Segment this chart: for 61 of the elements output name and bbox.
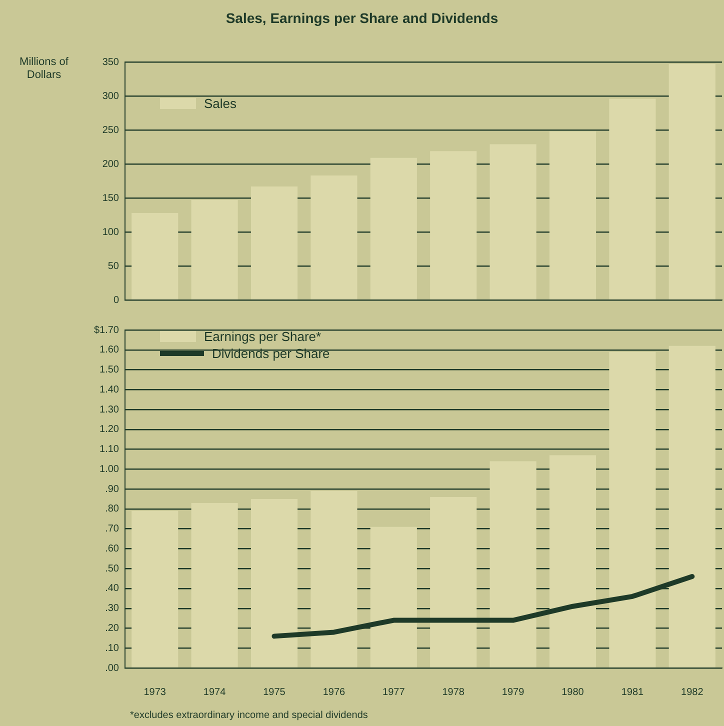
bar [490, 144, 536, 300]
bar [549, 455, 596, 668]
y-tick-label: .80 [105, 504, 120, 515]
y-tick-label: .50 [105, 563, 120, 574]
bar [191, 200, 238, 300]
text: *excludes extraordinary income and special dividends [130, 710, 368, 721]
y-tick-label: .40 [105, 583, 120, 594]
bar [191, 502, 238, 668]
y-tick-label: 0 [113, 294, 120, 306]
y-tick-label: 1.00 [100, 464, 120, 475]
x-tick-label: 1980 [562, 686, 584, 698]
bar [370, 158, 417, 300]
bar [430, 151, 477, 300]
bar [132, 212, 178, 300]
y-tick-label: 150 [102, 192, 120, 204]
bar [668, 346, 716, 668]
bar [370, 526, 417, 668]
y-tick-label: .10 [105, 642, 120, 654]
y-axis-title: Millions of Dollars [18, 56, 70, 82]
y-tick-label: 50 [108, 260, 120, 272]
y-tick-label: .90 [105, 484, 120, 495]
bar [310, 176, 358, 300]
x-tick-label: 1975 [263, 686, 286, 698]
bar [609, 98, 656, 300]
y-tick-label: 350 [102, 56, 120, 68]
y-tick-label: 1.20 [100, 424, 120, 436]
y-tick-label: 100 [102, 226, 120, 238]
y-tick-label: .00 [105, 662, 120, 674]
y-tick-label: 1.40 [100, 384, 120, 396]
bar [132, 510, 178, 668]
x-tick-label: 1976 [322, 686, 346, 698]
y-tick-label: .20 [105, 622, 120, 634]
y-tick-label: 250 [102, 124, 120, 136]
bar [250, 186, 298, 300]
y-tick-label: .30 [105, 603, 120, 614]
bar [430, 497, 477, 668]
x-tick-label: 1979 [502, 686, 525, 698]
x-tick-label: 1982 [681, 686, 704, 698]
legend-label: Sales [204, 96, 237, 111]
y-tick-label: 200 [102, 158, 120, 170]
bar [490, 461, 536, 668]
y-tick-label: 1.60 [100, 344, 120, 356]
x-tick-label: 1981 [621, 686, 644, 698]
y-tick-label: $1.70 [94, 324, 120, 336]
bar [549, 131, 596, 300]
bar [609, 352, 656, 668]
y-tick-label: 1.10 [100, 444, 120, 456]
chart-title: Sales, Earnings per Share and Dividends [224, 10, 500, 26]
bar [310, 491, 358, 668]
bar [668, 64, 716, 300]
y-tick-label: .70 [105, 524, 120, 535]
x-tick-label: 1978 [442, 686, 465, 698]
y-tick-label: .60 [105, 543, 120, 554]
bar [250, 499, 298, 668]
y-tick-label: 300 [102, 90, 120, 102]
y-tick-label: 1.50 [100, 364, 120, 376]
x-tick-label: 1974 [203, 686, 226, 698]
y-tick-label: 1.30 [100, 404, 120, 416]
legend-label: Earnings per Share* [204, 329, 322, 344]
x-tick-label: 1973 [144, 686, 166, 698]
x-tick-label: 1977 [382, 686, 406, 698]
